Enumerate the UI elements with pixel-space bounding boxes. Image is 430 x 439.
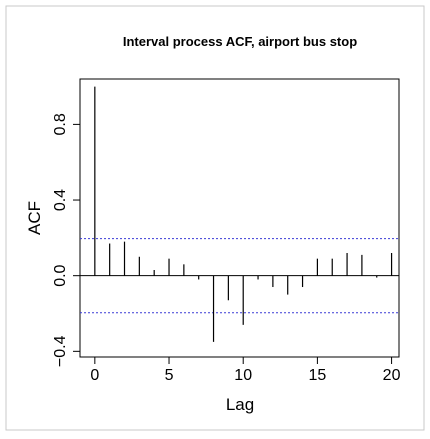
- y-tick-label: 0.4: [52, 189, 69, 211]
- y-axis: −0.4 0.0 0.4 0.8: [52, 113, 80, 367]
- figure-border: [5, 5, 425, 431]
- x-tick-label: 20: [383, 367, 401, 384]
- y-tick-label: 0.8: [52, 113, 69, 135]
- acf-bars: [94, 86, 393, 342]
- x-tick-label: 0: [90, 367, 99, 384]
- x-axis: 0 5 10 15 20: [90, 357, 401, 384]
- plot-box: [79, 78, 400, 358]
- x-tick-label: 15: [308, 367, 326, 384]
- y-tick-label: −0.4: [52, 335, 69, 367]
- x-axis-label: Lag: [226, 395, 254, 414]
- x-tick-label: 10: [234, 367, 252, 384]
- y-axis-label: ACF: [25, 201, 44, 235]
- x-tick-label: 5: [165, 367, 174, 384]
- y-tick-label: 0.0: [52, 264, 69, 286]
- chart-title: Interval process ACF, airport bus stop: [123, 34, 357, 49]
